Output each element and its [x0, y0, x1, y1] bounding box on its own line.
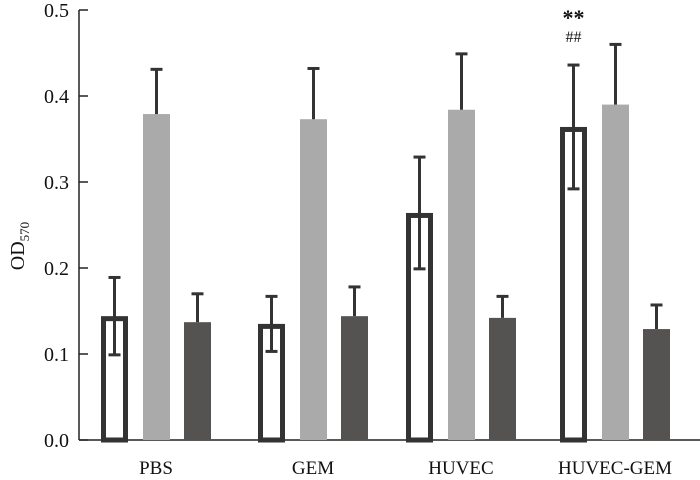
y-tick-label: 0.1: [44, 344, 69, 366]
bar: [602, 104, 629, 440]
y-axis: 0.0 0.1 0.2 0.3 0.4 0.5: [44, 0, 700, 452]
x-tick-label: HUVEC-GEM: [558, 458, 672, 479]
significance-marker: **: [563, 5, 585, 30]
bar: [489, 317, 516, 440]
x-tick-label: GEM: [292, 458, 334, 479]
x-tick-label: HUVEC: [428, 458, 493, 479]
bar: [341, 316, 368, 440]
y-tick-label: 0.3: [44, 172, 69, 194]
bar: [448, 109, 475, 440]
y-axis-label-subscript: 570: [17, 222, 32, 242]
y-tick-label: 0.5: [44, 0, 69, 22]
y-tick-label: 0.0: [44, 430, 69, 452]
bars: **##: [101, 5, 670, 443]
x-axis-labels: PBS GEM HUVEC HUVEC-GEM: [139, 458, 672, 479]
bar: [300, 119, 327, 440]
bar: [143, 114, 170, 440]
y-tick-label: 0.2: [44, 258, 69, 280]
bar: [184, 322, 211, 440]
bar: [643, 329, 670, 440]
y-tick-label: 0.4: [44, 86, 69, 108]
y-axis-label: OD570: [7, 222, 32, 270]
significance-marker: ##: [566, 29, 582, 46]
x-tick-label: PBS: [139, 458, 173, 479]
